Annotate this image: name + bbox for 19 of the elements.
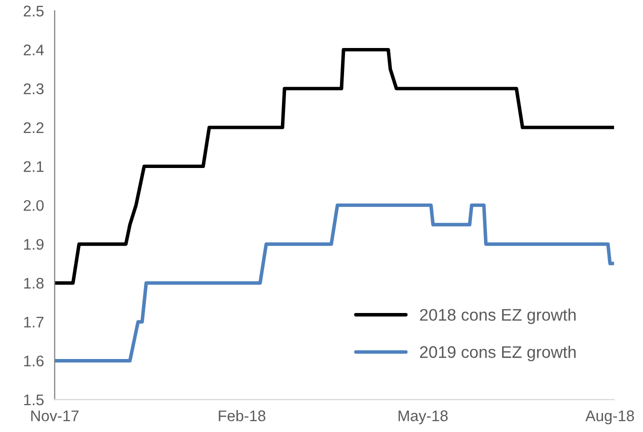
y-tick-label: 1.9 bbox=[24, 238, 44, 250]
y-tick-label: 2.1 bbox=[24, 161, 44, 172]
y-tick-label: 2.5 bbox=[24, 6, 44, 16]
y-tick-label: 2.3 bbox=[24, 83, 44, 94]
legend-label: 2018 cons EZ growth bbox=[420, 308, 576, 324]
x-tick-label: Nov-17 bbox=[31, 410, 79, 422]
line-series bbox=[54, 203, 614, 362]
y-tick-label: 1.7 bbox=[24, 316, 44, 328]
line-series bbox=[54, 48, 614, 285]
y-tick-label: 2.2 bbox=[24, 122, 44, 133]
y-tick-label: 1.8 bbox=[24, 278, 44, 289]
y-tick-label: 1.6 bbox=[24, 356, 44, 366]
y-tick-label: 2.4 bbox=[24, 44, 44, 56]
y-tick-label: 2.0 bbox=[24, 200, 44, 211]
legend-label: 2019 cons EZ growth bbox=[420, 346, 576, 362]
y-tick-label: 1.5 bbox=[24, 394, 44, 406]
x-tick-label: Aug-18 bbox=[585, 410, 634, 424]
x-tick-label: May-18 bbox=[398, 410, 448, 424]
x-tick-label: Feb-18 bbox=[218, 410, 266, 422]
